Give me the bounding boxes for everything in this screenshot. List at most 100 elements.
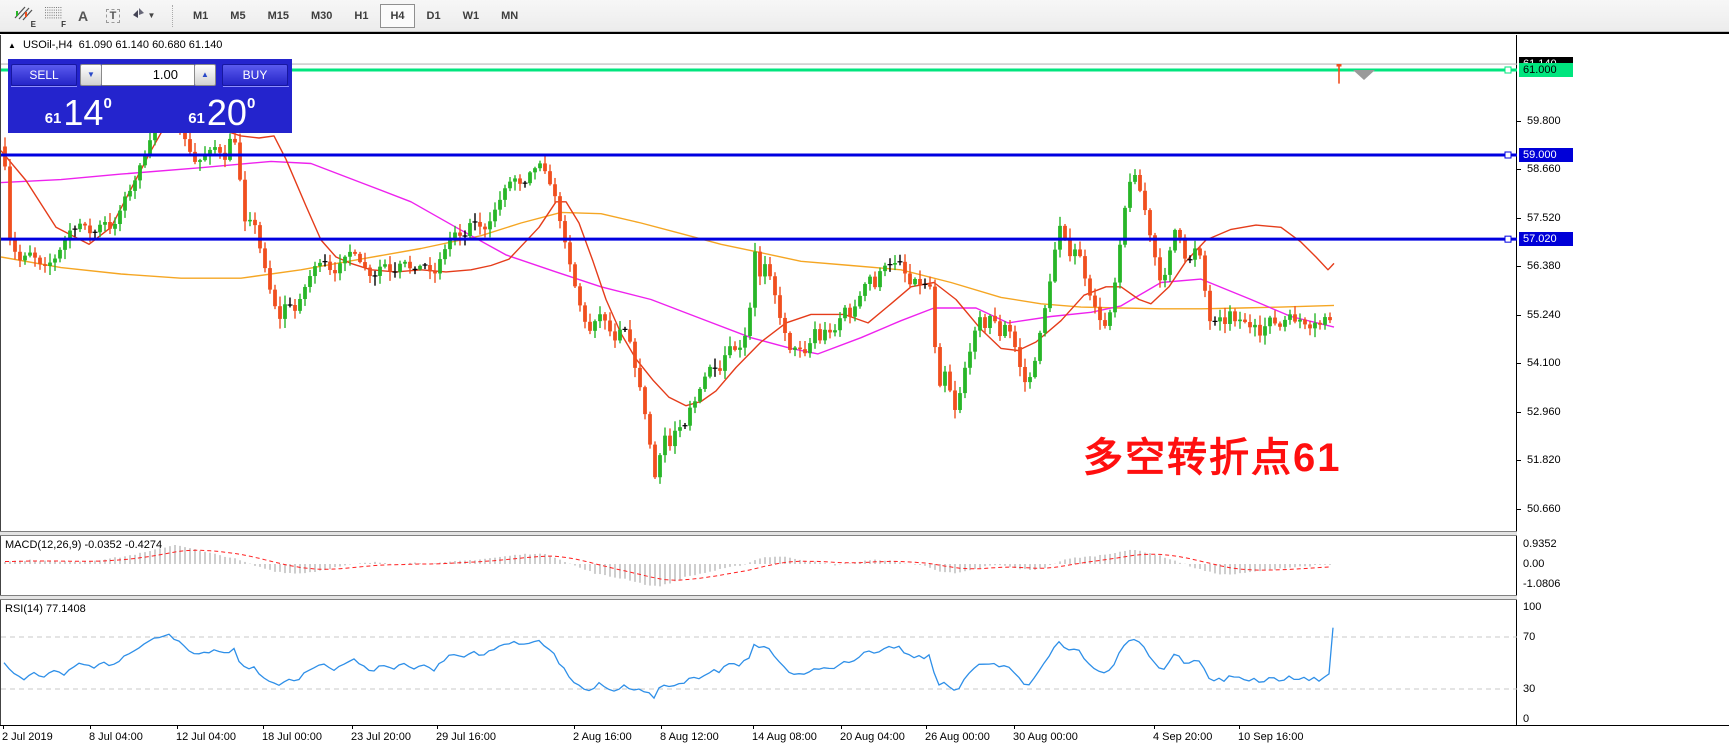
- candle-body: [1083, 256, 1087, 279]
- time-tick-label: 14 Aug 08:00: [752, 731, 817, 743]
- candle-body: [368, 267, 372, 276]
- candle-body: [788, 333, 792, 350]
- candle-body: [973, 330, 977, 352]
- ask-big-digits: 20: [206, 92, 247, 133]
- macd-pane[interactable]: MACD(12,26,9) -0.0352 -0.4274: [0, 536, 1517, 595]
- candle-body: [1113, 282, 1117, 313]
- price-axis[interactable]: 61.14061.00059.80059.00058.66057.52057.0…: [1517, 34, 1729, 725]
- bid-price[interactable]: 61 14 0: [8, 89, 149, 133]
- macd-axis-label: -1.0806: [1523, 578, 1561, 590]
- candle-body: [353, 251, 357, 254]
- candle-body: [213, 147, 217, 150]
- candle-body: [248, 219, 252, 222]
- candle-body: [493, 209, 497, 222]
- candle-body: [183, 131, 187, 140]
- time-tick-label: 29 Jul 16:00: [436, 731, 496, 743]
- rsi-axis-label: 30: [1523, 683, 1536, 695]
- time-tick-label: 12 Jul 04:00: [176, 731, 236, 743]
- main-chart-pane[interactable]: ▲ USOil-,H4 61.090 61.140 60.680 61.140 …: [0, 35, 1517, 531]
- candle-body: [663, 435, 667, 456]
- candle-body: [648, 414, 652, 445]
- down-arrow-icon: [1353, 70, 1375, 80]
- timeframe-h4-button[interactable]: H4: [380, 3, 415, 28]
- sell-button[interactable]: SELL: [11, 63, 77, 86]
- rsi-axis-label: 70: [1523, 631, 1536, 643]
- timeframe-h1-button[interactable]: H1: [354, 9, 369, 22]
- candle-body: [198, 160, 202, 162]
- candle-body: [1268, 317, 1272, 327]
- candle-body: [1078, 249, 1082, 257]
- price-tick-mark: [1517, 411, 1521, 413]
- candle-body: [1108, 312, 1112, 326]
- price-tick-label: 56.380: [1527, 260, 1561, 273]
- candle-body: [148, 140, 152, 156]
- candle-body: [1298, 319, 1302, 322]
- candle-body: [1018, 347, 1022, 367]
- candle-body: [203, 155, 207, 161]
- timeframe-d1-button[interactable]: D1: [426, 9, 441, 22]
- buy-button[interactable]: BUY: [222, 63, 288, 86]
- grid-tool-button[interactable]: F: [38, 3, 68, 29]
- hline-price-tag: 61.000: [1519, 63, 1573, 77]
- candle-body: [933, 286, 937, 348]
- candle-body: [753, 251, 757, 308]
- candle-body: [128, 190, 132, 197]
- rsi-chart-canvas[interactable]: [1, 600, 1517, 725]
- candle-body: [348, 251, 352, 257]
- candle-body: [878, 271, 882, 288]
- candle-body: [318, 262, 322, 267]
- symbol-name: USOil-,H4: [22, 39, 73, 51]
- indicators-pattern-tool-button[interactable]: E: [8, 3, 38, 29]
- volume-increase-button[interactable]: ▲: [194, 63, 216, 86]
- candle-body: [833, 330, 837, 333]
- price-tick-mark: [1517, 460, 1521, 462]
- price-tick-label: 54.100: [1527, 357, 1561, 370]
- low-value: 60.680: [152, 39, 186, 51]
- time-tick-label: 4 Sep 20:00: [1153, 731, 1213, 743]
- timeframe-m15-button[interactable]: M15: [267, 9, 289, 22]
- time-tick-label: 2 Aug 16:00: [573, 731, 632, 743]
- text-label-tool-button[interactable]: A: [68, 3, 98, 29]
- candlestick-chart-canvas[interactable]: [1, 35, 1517, 531]
- candle-body: [688, 407, 692, 426]
- candle-body: [698, 388, 702, 402]
- volume-input[interactable]: [102, 63, 194, 86]
- top-toolbar: E F A T ▼ M1 M5 M15 M30 H1 H4 D1 W1 MN: [0, 0, 1729, 32]
- rsi-pane[interactable]: RSI(14) 77.1408: [0, 600, 1517, 725]
- candle-body: [1003, 324, 1007, 337]
- timeframe-m1-button[interactable]: M1: [193, 9, 209, 22]
- candle-body: [938, 347, 942, 386]
- candle-body: [723, 355, 727, 371]
- candle-body: [913, 278, 917, 285]
- pane-splitter[interactable]: [0, 595, 1729, 600]
- time-tick-mark: [90, 726, 91, 729]
- time-axis[interactable]: 2 Jul 2019 8 Jul 04:00 12 Jul 04:00 18 Jul …: [0, 725, 1729, 747]
- candle-body: [1218, 317, 1222, 322]
- candle-body: [673, 430, 677, 447]
- ask-price[interactable]: 61 20 0: [151, 89, 292, 133]
- text-box-tool-button[interactable]: T: [98, 3, 128, 29]
- candle-body: [1053, 249, 1057, 282]
- buy-underline: [223, 86, 289, 87]
- timeframe-m5-button[interactable]: M5: [230, 9, 246, 22]
- candle-body: [658, 455, 662, 478]
- collapse-triangle-icon[interactable]: ▲: [8, 41, 16, 50]
- timeframe-mn-button[interactable]: MN: [501, 9, 519, 22]
- candle-body: [568, 242, 572, 265]
- pane-splitter[interactable]: [0, 531, 1729, 536]
- candle-body: [798, 347, 802, 350]
- candle-body: [803, 349, 807, 354]
- candle-body: [793, 347, 797, 350]
- bid-superscript: 0: [103, 95, 112, 112]
- arrow-objects-tool-button[interactable]: ▼: [128, 3, 158, 29]
- candle-body: [1323, 317, 1327, 325]
- macd-chart-canvas[interactable]: [1, 536, 1517, 595]
- timeframe-m30-button[interactable]: M30: [310, 9, 333, 22]
- timeframe-w1-button[interactable]: W1: [462, 9, 480, 22]
- sell-underline: [11, 86, 77, 87]
- candle-body: [138, 165, 142, 181]
- candle-body: [703, 376, 707, 389]
- volume-decrease-button[interactable]: ▼: [80, 63, 102, 86]
- candle-body: [963, 367, 967, 394]
- candle-body: [363, 262, 367, 268]
